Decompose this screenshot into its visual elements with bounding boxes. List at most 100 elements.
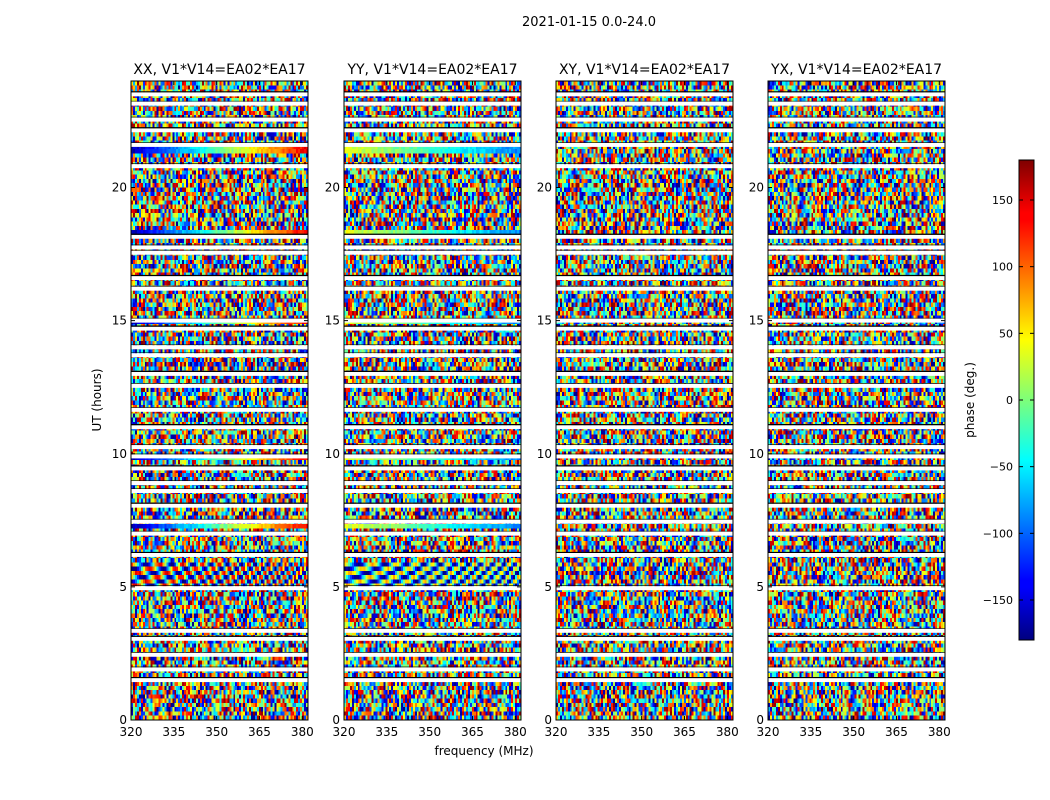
x-tick-label: 365 xyxy=(461,725,484,739)
flagged-row xyxy=(344,345,521,350)
flagged-row xyxy=(556,117,733,122)
flagged-row xyxy=(131,481,308,486)
y-tick-label: 5 xyxy=(544,580,552,594)
flagged-row xyxy=(556,383,733,388)
y-tick-label: 10 xyxy=(112,447,127,461)
flagged-row xyxy=(131,371,308,376)
flagged-row xyxy=(344,245,521,250)
x-tick-label: 380 xyxy=(291,725,314,739)
flagged-row xyxy=(556,445,733,450)
flagged-row xyxy=(344,353,521,358)
flagged-row xyxy=(131,667,308,672)
flagged-row xyxy=(768,628,945,633)
x-tick-label: 335 xyxy=(375,725,398,739)
flagged-row xyxy=(131,407,308,412)
flagged-row xyxy=(131,245,308,250)
flagged-row xyxy=(344,466,521,471)
phase-heatmap-xy xyxy=(556,81,733,720)
flagged-row xyxy=(768,519,945,524)
flagged-row xyxy=(556,245,733,250)
flagged-row xyxy=(344,117,521,122)
flagged-row xyxy=(131,531,308,536)
panels-layer: XX, V1*V14=EA02*EA17 320 335 350 365 380 0 5 10 1… xyxy=(90,62,951,739)
flagged-row xyxy=(131,286,308,291)
x-tick-label: 380 xyxy=(716,725,739,739)
flagged-row xyxy=(131,445,308,450)
flagged-row xyxy=(131,101,308,106)
panel-title: XX, V1*V14=EA02*EA17 xyxy=(133,62,305,78)
flagged-row xyxy=(344,250,521,255)
panel-frame xyxy=(767,80,946,721)
flagged-row xyxy=(344,276,521,281)
flagged-row xyxy=(131,128,308,133)
flagged-row xyxy=(556,128,733,133)
flagged-row xyxy=(556,326,733,331)
y-tick-label: 10 xyxy=(537,447,552,461)
colorbar: −150 −100 −50 0 50 100 150 phase (deg.) xyxy=(963,159,1035,641)
panel-frame xyxy=(343,80,522,721)
flagged-row xyxy=(556,652,733,657)
flagged-row xyxy=(131,142,308,147)
panel-xx: XX, V1*V14=EA02*EA17 320 335 350 365 380 0 5 10 1… xyxy=(90,62,314,739)
y-tick-label: 15 xyxy=(325,314,340,328)
flagged-row xyxy=(131,276,308,281)
flagged-row xyxy=(556,407,733,412)
colorbar-tick-label: 50 xyxy=(999,327,1013,340)
flagged-row xyxy=(556,101,733,106)
flagged-row xyxy=(768,142,945,147)
x-tick-label: 365 xyxy=(248,725,271,739)
flagged-row xyxy=(344,383,521,388)
flagged-row xyxy=(556,636,733,641)
panel-yy: YY, V1*V14=EA02*EA17 320 335 350 365 380 0 5 10 1… xyxy=(325,62,527,739)
flagged-row xyxy=(131,234,308,239)
flagged-row xyxy=(344,586,521,591)
flagged-row xyxy=(768,318,945,323)
flagged-row xyxy=(344,678,521,683)
flagged-row xyxy=(344,489,521,494)
flagged-row xyxy=(131,454,308,459)
y-tick-label: 20 xyxy=(325,181,340,195)
flagged-row xyxy=(768,552,945,557)
flagged-row xyxy=(768,117,945,122)
x-tick-label: 335 xyxy=(587,725,610,739)
flagged-row xyxy=(344,318,521,323)
flagged-row xyxy=(768,667,945,672)
flagged-row xyxy=(344,286,521,291)
x-tick-label: 380 xyxy=(504,725,527,739)
flagged-row xyxy=(344,503,521,508)
flagged-row xyxy=(768,678,945,683)
x-tick-label: 365 xyxy=(673,725,696,739)
flagged-row xyxy=(556,142,733,147)
flagged-row xyxy=(556,286,733,291)
flagged-row xyxy=(556,371,733,376)
y-tick-label: 15 xyxy=(749,314,764,328)
flagged-row xyxy=(131,425,308,430)
phase-heatmap-yy xyxy=(344,81,521,720)
flagged-row xyxy=(768,250,945,255)
y-tick-label: 20 xyxy=(749,181,764,195)
colorbar-label: phase (deg.) xyxy=(963,362,977,438)
x-tick-label: 320 xyxy=(120,725,143,739)
flagged-row xyxy=(556,276,733,281)
flagged-row xyxy=(131,318,308,323)
flagged-row xyxy=(344,628,521,633)
flagged-row xyxy=(344,234,521,239)
flagged-row xyxy=(768,445,945,450)
panel-frame xyxy=(555,80,734,721)
x-tick-label: 365 xyxy=(885,725,908,739)
flagged-row xyxy=(556,678,733,683)
panel-xy: XY, V1*V14=EA02*EA17 320 335 350 365 380 0 5 10 1… xyxy=(537,62,739,739)
flagged-row xyxy=(768,466,945,471)
flagged-row xyxy=(131,326,308,331)
flagged-row xyxy=(768,383,945,388)
x-tick-label: 380 xyxy=(928,725,951,739)
flagged-row xyxy=(556,531,733,536)
flagged-row xyxy=(131,586,308,591)
colorbar-tick-label: −100 xyxy=(983,527,1013,540)
y-tick-label: 0 xyxy=(332,713,340,727)
y-tick-label: 10 xyxy=(325,447,340,461)
flagged-row xyxy=(768,531,945,536)
flagged-row xyxy=(768,503,945,508)
flagged-row xyxy=(556,454,733,459)
